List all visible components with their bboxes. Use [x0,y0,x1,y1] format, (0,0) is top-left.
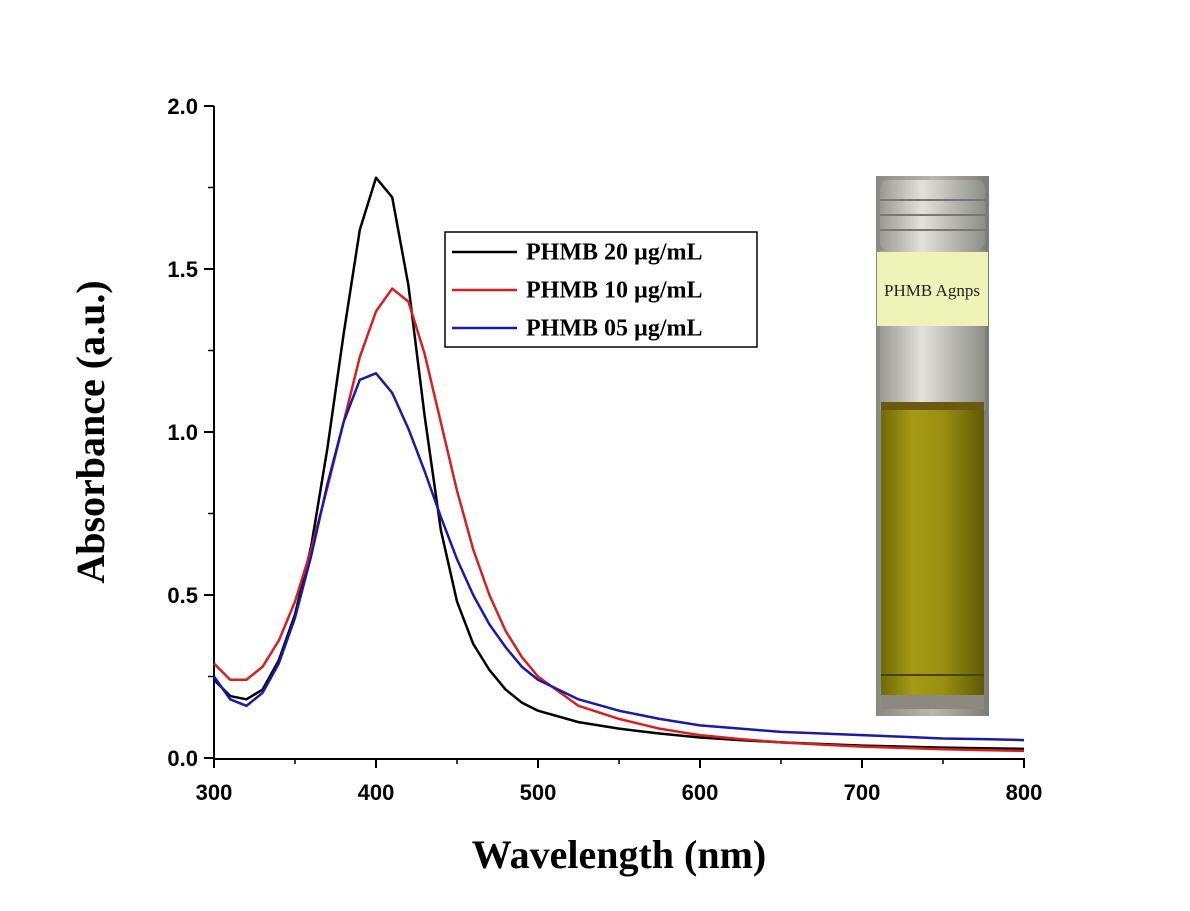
legend-label: PHMB 05 µg/mL [526,316,702,342]
y-tick-label: 1.5 [167,257,198,282]
x-tick-label: 700 [844,780,881,805]
legend-label: PHMB 20 µg/mL [526,240,702,266]
x-tick-label: 400 [358,780,395,805]
x-tick-label: 500 [520,780,557,805]
y-tick-label: 0.5 [167,583,198,608]
y-tick-label: 1.0 [167,420,198,445]
inset-label: PHMB Agnps [884,281,980,300]
x-tick-label: 800 [1006,780,1043,805]
data-line [212,372,1025,742]
legend-label: PHMB 10 µg/mL [526,278,702,304]
inset-photo: PHMB Agnps [876,176,989,716]
x-axis-title: Wavelength (nm) [472,832,766,877]
data-line [213,287,1025,753]
y-tick-label: 0.0 [167,746,198,771]
y-axis-title: Absorbance (a.u.) [68,280,113,583]
y-tick-label: 2.0 [167,94,198,119]
x-tick-label: 600 [682,780,719,805]
x-tick-label: 300 [196,780,233,805]
